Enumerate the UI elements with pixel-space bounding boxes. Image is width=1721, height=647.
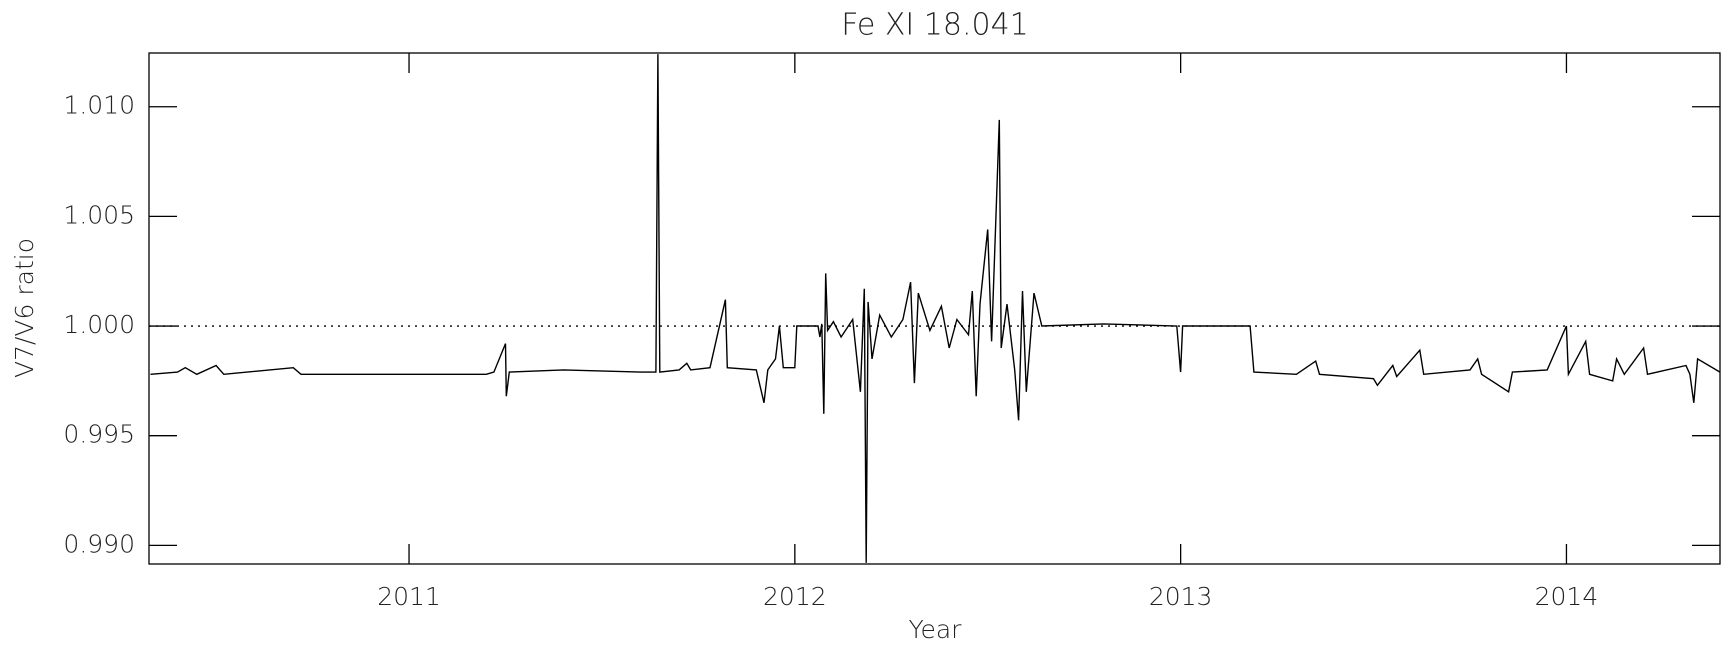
- data-line: [150, 54, 1721, 563]
- x-tick-label: 2013: [1149, 582, 1213, 611]
- chart-title: Fe XI 18.041: [841, 8, 1029, 43]
- y-tick-label: 1.010: [63, 91, 135, 120]
- plot-frame: [148, 52, 1721, 565]
- y-tick-label: 0.995: [63, 420, 135, 449]
- x-tick-label: 2011: [377, 582, 441, 611]
- y-tick-label: 0.990: [63, 529, 135, 558]
- x-axis-label: Year: [909, 615, 963, 644]
- y-tick-label: 1.000: [63, 310, 135, 339]
- y-axis-label: V7/V6 ratio: [10, 238, 39, 378]
- x-tick-label: 2012: [763, 582, 827, 611]
- x-tick-label: 2014: [1535, 582, 1599, 611]
- y-tick-label: 1.005: [63, 200, 135, 229]
